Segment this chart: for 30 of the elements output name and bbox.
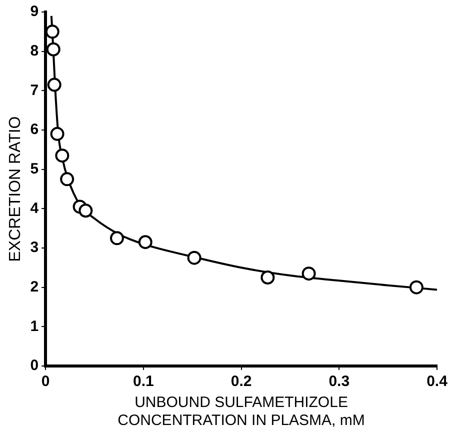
- point: [60, 172, 74, 186]
- point: [47, 78, 62, 92]
- y-tick-label: 9: [30, 3, 39, 20]
- point: [302, 266, 316, 281]
- y-tick-label: 8: [30, 42, 39, 60]
- x-tick-label: 0: [41, 373, 50, 390]
- y-tick-label: 0: [30, 357, 39, 374]
- point: [46, 42, 60, 56]
- x-tick-label: 0.3: [328, 373, 350, 390]
- point: [78, 204, 93, 218]
- y-tick-label: 2: [30, 278, 39, 296]
- y-tick-label: 6: [30, 121, 39, 138]
- y-tick-label: 3: [30, 239, 39, 256]
- x-tick-label: 0.1: [132, 373, 154, 390]
- y-tick-label: 4: [30, 200, 40, 217]
- y-axis-title: EXCRETION RATIO: [7, 116, 24, 262]
- y-tick-label: 1: [30, 318, 39, 335]
- point: [50, 126, 64, 141]
- point: [46, 24, 60, 39]
- point: [55, 148, 70, 163]
- point: [260, 270, 275, 284]
- x-axis-title: UNBOUND SULFAMETHIZOLE CONCENTRATION IN PLASMA, mM: [118, 394, 365, 430]
- point: [110, 231, 124, 246]
- y-tick-label: 5: [30, 160, 39, 178]
- point: [187, 250, 202, 265]
- y-tick-label: 7: [30, 82, 39, 99]
- x-tick-label: 0.2: [230, 373, 252, 390]
- point: [409, 280, 424, 294]
- x-tick-label: 0.4: [426, 373, 448, 390]
- point: [138, 235, 152, 250]
